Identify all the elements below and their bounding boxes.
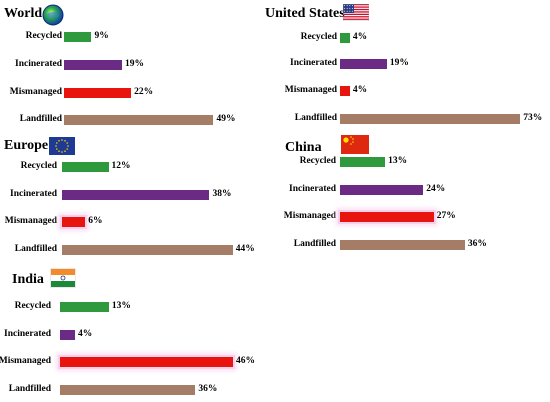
- panel-china: China Recycled 13% Incinerated 24% Mismanaged…: [265, 135, 545, 270]
- value-label-landfilled: 49%: [216, 114, 236, 124]
- category-label-incinerated: Incinerated: [10, 189, 57, 199]
- panel-title-united-states: United States: [265, 6, 345, 21]
- category-label-landfilled: Landfilled: [14, 244, 57, 254]
- value-label-landfilled: 36%: [467, 239, 487, 249]
- panel-title-europe: Europe: [4, 138, 49, 153]
- panel-title-china: China: [285, 140, 322, 155]
- us-flag-icon: [342, 3, 370, 26]
- panel-title-world: World: [4, 6, 43, 21]
- value-label-landfilled: 73%: [523, 113, 543, 123]
- value-label-incinerated: 24%: [426, 184, 446, 194]
- bar-landfilled: [60, 385, 196, 395]
- value-label-mismanaged: 6%: [88, 216, 103, 226]
- bar-recycled: [62, 162, 109, 172]
- category-label-recycled: Recycled: [20, 161, 57, 171]
- category-label-landfilled: Landfilled: [19, 114, 62, 124]
- category-label-mismanaged: Mismanaged: [4, 216, 57, 226]
- category-label-incinerated: Incinerated: [289, 184, 336, 194]
- bar-incinerated: [64, 60, 122, 70]
- value-label-incinerated: 19%: [389, 58, 409, 68]
- bar-recycled: [60, 302, 109, 312]
- panel-world: World Recycled 9% Incinerated 19% Mismanaged 2…: [4, 4, 284, 136]
- bar-mismanaged: [62, 217, 86, 227]
- value-label-mismanaged: 27%: [436, 211, 456, 221]
- bar-landfilled: [340, 114, 521, 124]
- eu-flag-icon: [49, 137, 75, 160]
- value-label-recycled: 4%: [352, 32, 368, 42]
- value-label-mismanaged: 22%: [134, 87, 154, 97]
- category-label-recycled: Recycled: [299, 156, 336, 166]
- panel-europe: Europe Recycled 12% Incinerated 38% Mismanage…: [4, 137, 284, 268]
- bar-landfilled: [62, 245, 233, 255]
- value-label-mismanaged: 46%: [235, 356, 255, 366]
- panel-india: India Recycled 13% Incinerated 4% Mismanaged 4…: [0, 268, 284, 402]
- category-label-landfilled: Landfilled: [294, 113, 337, 123]
- category-label-mismanaged: Mismanaged: [284, 85, 337, 95]
- bar-recycled: [340, 157, 386, 167]
- bar-recycled: [64, 32, 92, 42]
- category-label-mismanaged: Mismanaged: [0, 356, 51, 366]
- value-label-recycled: 12%: [111, 161, 131, 171]
- panel-united-states: United States Recycled 4% Incinerated 19% Mis…: [265, 3, 545, 136]
- bar-recycled: [340, 33, 350, 43]
- value-label-recycled: 13%: [388, 156, 408, 166]
- bar-incinerated: [340, 185, 424, 195]
- category-label-mismanaged: Mismanaged: [9, 87, 62, 97]
- bar-landfilled: [340, 240, 465, 250]
- china-flag-icon: [341, 135, 369, 159]
- value-label-landfilled: 36%: [198, 384, 218, 394]
- bar-incinerated: [340, 59, 387, 69]
- value-label-incinerated: 4%: [78, 329, 93, 339]
- value-label-incinerated: 19%: [124, 59, 144, 69]
- category-label-incinerated: Incinerated: [4, 329, 51, 339]
- india-flag-icon: [50, 268, 76, 293]
- category-label-landfilled: Landfilled: [293, 239, 336, 249]
- category-label-mismanaged: Mismanaged: [283, 211, 336, 221]
- category-label-recycled: Recycled: [25, 31, 62, 41]
- bar-incinerated: [60, 330, 76, 340]
- value-label-mismanaged: 4%: [352, 85, 368, 95]
- bar-mismanaged: [340, 212, 434, 222]
- panel-title-india: India: [12, 272, 44, 287]
- category-label-landfilled: Landfilled: [8, 384, 51, 394]
- bar-landfilled: [64, 115, 214, 125]
- category-label-incinerated: Incinerated: [290, 58, 337, 68]
- category-label-recycled: Recycled: [300, 32, 337, 42]
- globe-icon: [42, 4, 64, 31]
- bar-mismanaged: [340, 86, 350, 96]
- bar-mismanaged: [64, 88, 132, 98]
- bar-incinerated: [62, 190, 210, 200]
- value-label-landfilled: 44%: [235, 244, 255, 254]
- value-label-recycled: 9%: [94, 31, 109, 41]
- value-label-recycled: 13%: [111, 301, 131, 311]
- category-label-incinerated: Incinerated: [15, 59, 62, 69]
- category-label-recycled: Recycled: [14, 301, 51, 311]
- value-label-incinerated: 38%: [212, 189, 232, 199]
- bar-mismanaged: [60, 357, 233, 367]
